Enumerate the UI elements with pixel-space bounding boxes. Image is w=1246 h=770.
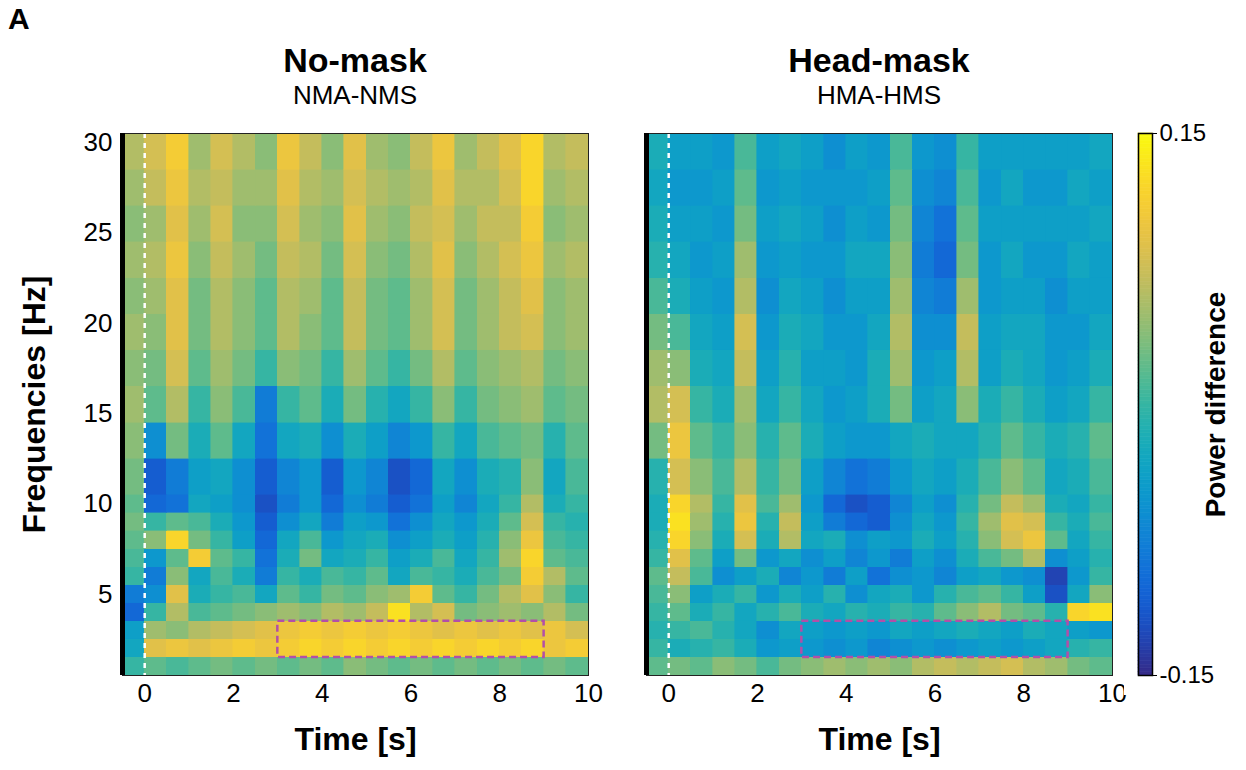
svg-text:15: 15 — [84, 398, 113, 428]
svg-text:6: 6 — [404, 678, 418, 708]
svg-text:10: 10 — [574, 678, 603, 708]
svg-text:-0.15: -0.15 — [1160, 661, 1215, 688]
svg-text:0: 0 — [661, 678, 675, 708]
html-text:Head-mask: Head-mask — [788, 41, 970, 79]
svg-text:8: 8 — [1017, 678, 1031, 708]
svg-text:Frequencies [Hz]: Frequencies [Hz] — [16, 276, 52, 534]
html-text:A: A — [8, 2, 30, 35]
svg-text:5: 5 — [98, 579, 112, 609]
svg-text:2: 2 — [226, 678, 240, 708]
html-text:No-mask: No-mask — [283, 41, 427, 79]
svg-text:10: 10 — [84, 488, 113, 518]
svg-text:Time [s]: Time [s] — [294, 721, 416, 757]
html-text:HMA-HMS: HMA-HMS — [816, 80, 942, 110]
html-text:NMA-NMS: NMA-NMS — [292, 80, 418, 110]
svg-text:10: 10 — [1098, 678, 1127, 708]
svg-text:20: 20 — [84, 308, 113, 338]
svg-text:4: 4 — [315, 678, 329, 708]
svg-text:25: 25 — [84, 217, 113, 247]
svg-text:Power difference: Power difference — [1200, 292, 1231, 518]
svg-text:4: 4 — [839, 678, 853, 708]
svg-text:2: 2 — [750, 678, 764, 708]
svg-text:0.15: 0.15 — [1160, 119, 1207, 146]
svg-text:Time [s]: Time [s] — [818, 721, 940, 757]
svg-text:8: 8 — [493, 678, 507, 708]
svg-text:30: 30 — [84, 127, 113, 157]
svg-text:6: 6 — [928, 678, 942, 708]
svg-text:0: 0 — [137, 678, 151, 708]
